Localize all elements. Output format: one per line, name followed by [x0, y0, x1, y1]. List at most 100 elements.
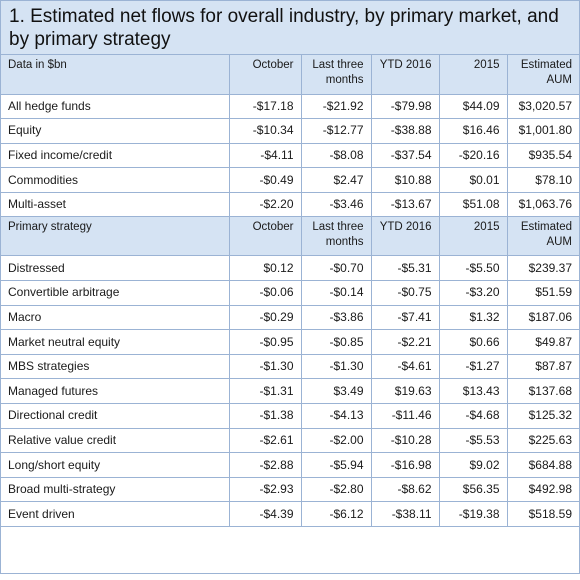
cell-october: -$2.93	[228, 477, 301, 503]
cell-last-three-months: -$4.13	[300, 403, 371, 429]
row-label: Multi-asset	[1, 192, 229, 218]
cell-estimated-aum: $684.88	[506, 452, 579, 478]
cell-last-three-months: $3.49	[300, 378, 371, 405]
column-header-last-three-months: Last three months	[300, 216, 371, 257]
cell-year-2015: $0.01	[438, 167, 507, 193]
column-header-label: Primary strategy	[1, 216, 229, 257]
cell-estimated-aum: $137.68	[506, 378, 579, 405]
cell-october: -$0.49	[228, 167, 301, 193]
cell-year-2015: $1.32	[438, 305, 507, 331]
cell-estimated-aum: $51.59	[506, 280, 579, 306]
cell-last-three-months: -$5.94	[300, 452, 371, 478]
cell-october: $0.12	[228, 255, 301, 282]
cell-ytd-2016: -$2.21	[370, 329, 439, 355]
cell-ytd-2016: -$13.67	[370, 192, 439, 218]
cell-last-three-months: -$6.12	[300, 501, 371, 527]
row-label: MBS strategies	[1, 354, 229, 380]
row-label: Directional credit	[1, 403, 229, 429]
row-label: Commodities	[1, 167, 229, 193]
strategy-section-header-row: Primary strategy October Last three months…	[1, 216, 579, 257]
cell-year-2015: $51.08	[438, 192, 507, 218]
row-label: Market neutral equity	[1, 329, 229, 355]
row-label: Event driven	[1, 501, 229, 527]
cell-october: -$17.18	[228, 94, 301, 120]
table-row: Commodities -$0.49 $2.47 $10.88 $0.01 $78.10	[1, 167, 579, 193]
cell-estimated-aum: $125.32	[506, 403, 579, 429]
cell-october: -$0.29	[228, 305, 301, 331]
table-row: Convertible arbitrage -$0.06 -$0.14 -$0.75-…	[1, 280, 579, 306]
cell-october: -$2.61	[228, 428, 301, 454]
cell-year-2015: -$3.20	[438, 280, 507, 306]
row-label: Managed futures	[1, 378, 229, 405]
cell-estimated-aum: $492.98	[506, 477, 579, 503]
table-row: MBS strategies -$1.30 -$1.30 -$4.61 -$1.27 $8…	[1, 354, 579, 380]
cell-estimated-aum: $225.63	[506, 428, 579, 454]
column-header-estimated-aum: Estimated AUM	[506, 216, 579, 257]
cell-october: -$1.30	[228, 354, 301, 380]
cell-last-three-months: -$21.92	[300, 94, 371, 120]
cell-last-three-months: -$0.85	[300, 329, 371, 355]
cell-estimated-aum: $239.37	[506, 255, 579, 282]
table-row: Event driven -$4.39 -$6.12 -$38.11 -$19.38 $5…	[1, 501, 579, 527]
row-label: Broad multi-strategy	[1, 477, 229, 503]
cell-october: -$0.06	[228, 280, 301, 306]
column-header-october: October	[228, 216, 301, 257]
cell-estimated-aum: $935.54	[506, 143, 579, 169]
row-label: Long/short equity	[1, 452, 229, 478]
cell-year-2015: $13.43	[438, 378, 507, 405]
cell-last-three-months: $2.47	[300, 167, 371, 193]
cell-estimated-aum: $87.87	[506, 354, 579, 380]
cell-year-2015: $0.66	[438, 329, 507, 355]
cell-year-2015: $16.46	[438, 118, 507, 144]
row-label: Fixed income/credit	[1, 143, 229, 169]
cell-year-2015: $9.02	[438, 452, 507, 478]
cell-last-three-months: -$2.80	[300, 477, 371, 503]
row-label: Distressed	[1, 255, 229, 282]
row-label: Macro	[1, 305, 229, 331]
table-row: Distressed $0.12 -$0.70 -$5.31 -$5.50 $239.37	[1, 255, 579, 282]
row-label: Equity	[1, 118, 229, 144]
cell-last-three-months: -$1.30	[300, 354, 371, 380]
table-title: 1. Estimated net flows for overall indus…	[9, 6, 559, 50]
table-row: Macro -$0.29 -$3.86 -$7.41 $1.32 $187.06	[1, 305, 579, 331]
cell-last-three-months: -$0.70	[300, 255, 371, 282]
table-row: Relative value credit -$2.61 -$2.00 -$10.28…	[1, 428, 579, 454]
column-header-october: October	[228, 55, 301, 95]
table-row: Equity -$10.34 -$12.77 -$38.88 $16.46 $1,001.…	[1, 118, 579, 144]
cell-year-2015: -$1.27	[438, 354, 507, 380]
cell-estimated-aum: $518.59	[506, 501, 579, 527]
table-row: All hedge funds -$17.18 -$21.92 -$79.98 $44.…	[1, 94, 579, 120]
table-row: Broad multi-strategy -$2.93 -$2.80 -$8.62 $5…	[1, 477, 579, 503]
cell-year-2015: -$4.68	[438, 403, 507, 429]
column-header-ytd-2016: YTD 2016	[370, 216, 439, 257]
cell-ytd-2016: -$0.75	[370, 280, 439, 306]
cell-year-2015: -$5.53	[438, 428, 507, 454]
cell-ytd-2016: -$16.98	[370, 452, 439, 478]
cell-ytd-2016: $19.63	[370, 378, 439, 405]
cell-year-2015: -$19.38	[438, 501, 507, 527]
cell-ytd-2016: -$4.61	[370, 354, 439, 380]
column-header-estimated-aum: Estimated AUM	[506, 55, 579, 95]
cell-ytd-2016: -$11.46	[370, 403, 439, 429]
row-label: All hedge funds	[1, 94, 229, 120]
cell-estimated-aum: $187.06	[506, 305, 579, 331]
cell-ytd-2016: -$37.54	[370, 143, 439, 169]
cell-october: -$2.20	[228, 192, 301, 218]
table-row: Managed futures -$1.31 $3.49 $19.63 $13.43 $1…	[1, 378, 579, 405]
cell-october: -$10.34	[228, 118, 301, 144]
title-bar: 1. Estimated net flows for overall indus…	[1, 1, 579, 55]
cell-ytd-2016: -$8.62	[370, 477, 439, 503]
cell-ytd-2016: -$38.88	[370, 118, 439, 144]
cell-year-2015: -$20.16	[438, 143, 507, 169]
row-label: Relative value credit	[1, 428, 229, 454]
cell-ytd-2016: -$7.41	[370, 305, 439, 331]
cell-last-three-months: -$2.00	[300, 428, 371, 454]
cell-estimated-aum: $78.10	[506, 167, 579, 193]
cell-october: -$2.88	[228, 452, 301, 478]
cell-estimated-aum: $3,020.57	[506, 94, 579, 120]
cell-october: -$0.95	[228, 329, 301, 355]
cell-last-three-months: -$3.86	[300, 305, 371, 331]
column-header-year-2015: 2015	[438, 216, 507, 257]
cell-estimated-aum: $49.87	[506, 329, 579, 355]
